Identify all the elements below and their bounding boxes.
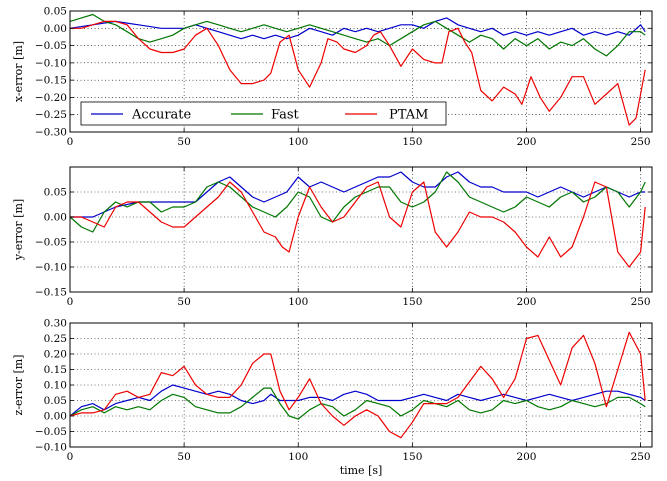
y-tick-label: 0.00 xyxy=(44,212,67,224)
series-line-ptam-x-error xyxy=(70,20,646,126)
y-tick-label: −0.05 xyxy=(35,40,67,52)
x-tick-label: 150 xyxy=(402,296,422,308)
x-tick-label: 250 xyxy=(631,136,651,148)
y-tick-label: 0.25 xyxy=(44,333,67,345)
series-line-accurate-z-error xyxy=(69,384,646,417)
plot-frame-x-error xyxy=(69,10,653,133)
series-line-ptam-z-error xyxy=(69,331,646,439)
x-tick-label: 150 xyxy=(402,136,422,148)
x-tick-label: 100 xyxy=(288,451,308,463)
x-tick-label: 50 xyxy=(177,136,190,148)
y-axis-label-z-error: z-error [m] xyxy=(12,355,25,416)
x-tick-label: 200 xyxy=(516,296,536,308)
y-tick-label: 0.05 xyxy=(44,395,67,407)
x-tick-label: 0 xyxy=(67,296,74,308)
y-tick-label: 0.00 xyxy=(44,23,67,35)
series-y-error xyxy=(69,171,646,268)
panel-z-error: 0 50 100 150 200 250 0.30 0.25 0.20 0.15 0.10 0.05 0… xyxy=(12,318,653,477)
x-tick-label: 200 xyxy=(516,136,536,148)
panel-x-error: 0 50 100 150 200 250 0.05 0.00 −0.05 −0.10 −0.15 −0… xyxy=(12,6,653,148)
x-tick-label: 200 xyxy=(516,451,536,463)
panel-y-error: 0 50 100 150 200 250 0.05 0.00 −0.05 −0.10 −0.15 y… xyxy=(12,166,653,308)
legend-box xyxy=(80,101,447,126)
legend-label-accurate: Accurate xyxy=(131,108,192,123)
series-line-fast-x-error xyxy=(69,13,646,57)
ticks-z-error: 0 50 100 150 200 250 0.30 0.25 0.20 0.15 0.10 0.05 0… xyxy=(35,318,652,463)
ticks-y-error: 0 50 100 150 200 250 0.05 0.00 −0.05 −0.10 −0.15 xyxy=(35,167,652,308)
y-tick-label: 0.30 xyxy=(44,318,67,330)
y-tick-label: −0.15 xyxy=(35,75,67,87)
x-tick-label: 250 xyxy=(631,296,651,308)
grid-z-error xyxy=(70,323,652,447)
x-tick-label: 150 xyxy=(402,451,422,463)
grid-y-error xyxy=(70,167,652,292)
x-axis-label: time [s] xyxy=(340,464,383,477)
y-tick-label: 0.20 xyxy=(44,349,67,361)
legend-label-ptam: PTAM xyxy=(389,108,428,123)
x-tick-label: 50 xyxy=(177,296,190,308)
series-line-accurate-x-error xyxy=(69,17,646,40)
series-z-error xyxy=(69,331,646,439)
y-tick-label: 0.05 xyxy=(44,187,67,199)
x-tick-label: 250 xyxy=(631,451,651,463)
legend: Accurate Fast PTAM xyxy=(80,101,447,126)
plot-frame-y-error xyxy=(69,166,653,293)
legend-label-fast: Fast xyxy=(271,108,300,123)
series-x-error xyxy=(69,13,646,126)
x-tick-label: 100 xyxy=(288,136,308,148)
y-tick-label: 0.00 xyxy=(44,411,67,423)
y-tick-label: −0.20 xyxy=(35,92,67,104)
y-tick-label: −0.10 xyxy=(35,57,67,69)
x-tick-label: 0 xyxy=(67,451,74,463)
ticks-x-error: 0 50 100 150 200 250 0.05 0.00 −0.05 −0.10 −0.15 −0… xyxy=(35,6,652,148)
y-tick-label: −0.10 xyxy=(35,262,67,274)
y-tick-label: 0.05 xyxy=(44,6,67,18)
y-tick-label: −0.25 xyxy=(35,109,67,121)
y-tick-label: 0.10 xyxy=(44,380,67,392)
y-tick-label: −0.05 xyxy=(35,426,67,438)
series-line-fast-z-error xyxy=(69,387,646,420)
x-tick-label: 100 xyxy=(288,296,308,308)
series-line-ptam-y-error xyxy=(70,181,646,268)
y-tick-label: −0.15 xyxy=(35,287,67,299)
y-tick-label: −0.05 xyxy=(35,237,67,249)
y-tick-label: 0.15 xyxy=(44,364,67,376)
y-tick-label: −0.30 xyxy=(35,127,67,139)
y-axis-label-y-error: y-error [m] xyxy=(12,199,25,261)
series-line-accurate-y-error xyxy=(70,171,646,218)
x-tick-label: 0 xyxy=(67,136,74,148)
x-tick-label: 50 xyxy=(177,451,190,463)
y-axis-label-x-error: x-error [m] xyxy=(12,41,25,102)
y-tick-label: −0.10 xyxy=(35,442,67,454)
